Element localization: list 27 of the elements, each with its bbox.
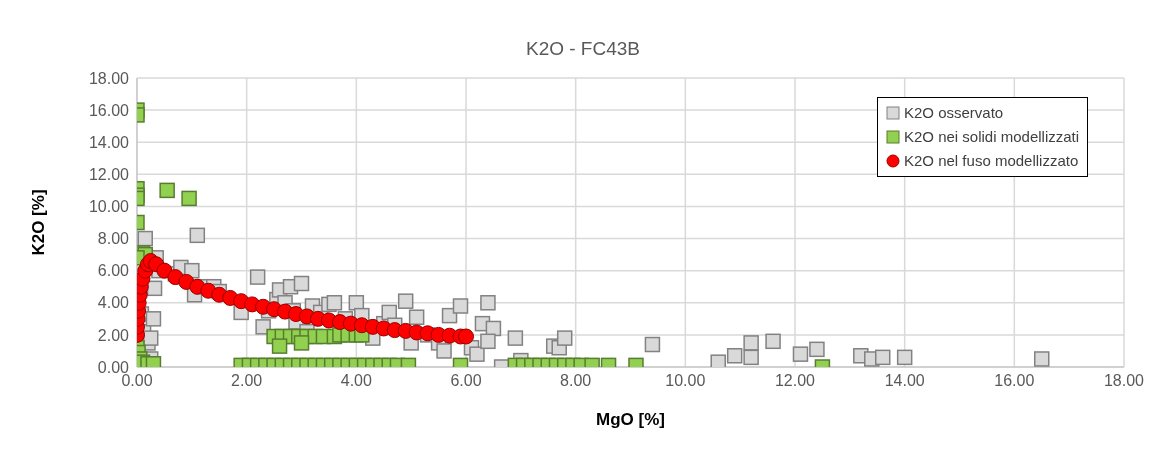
y-tick-label: 4.00: [97, 294, 130, 312]
y-tick-label: 2.00: [97, 326, 130, 344]
x-tick-label: 2.00: [231, 372, 263, 390]
x-tick-label: 8.00: [560, 372, 592, 390]
y-tick-label: 12.00: [88, 166, 130, 184]
x-tick-label: 4.00: [340, 372, 373, 390]
chart-title: K2O - FC43B: [524, 38, 641, 60]
legend-label: K2O nei solidi modellizzati: [904, 127, 1080, 147]
y-axis-title: K2O [%]: [29, 189, 49, 256]
legend-label: K2O nel fuso modellizzato: [904, 151, 1079, 171]
point: [458, 328, 474, 345]
x-tick-label: 18.00: [1103, 372, 1145, 390]
y-tick-label: 10.00: [88, 198, 130, 216]
y-tick-label: 18.00: [88, 69, 130, 87]
y-tick-label: 16.00: [88, 101, 130, 119]
x-axis-title: MgO [%]: [596, 410, 665, 429]
x-tick-label: 12.00: [774, 372, 816, 390]
y-tick-label: 6.00: [97, 262, 130, 280]
x-tick-label: 10.00: [665, 372, 706, 390]
point: [156, 262, 173, 279]
x-tick-label: 0.00: [121, 372, 153, 390]
x-tick-label: 6.00: [450, 372, 482, 390]
x-tick-label: 14.00: [884, 372, 925, 390]
y-tick-label: 8.00: [97, 230, 130, 248]
legend-label: K2O osservato: [904, 103, 1004, 123]
y-tick-label: 14.00: [88, 133, 130, 151]
x-tick-label: 16.00: [994, 372, 1035, 390]
